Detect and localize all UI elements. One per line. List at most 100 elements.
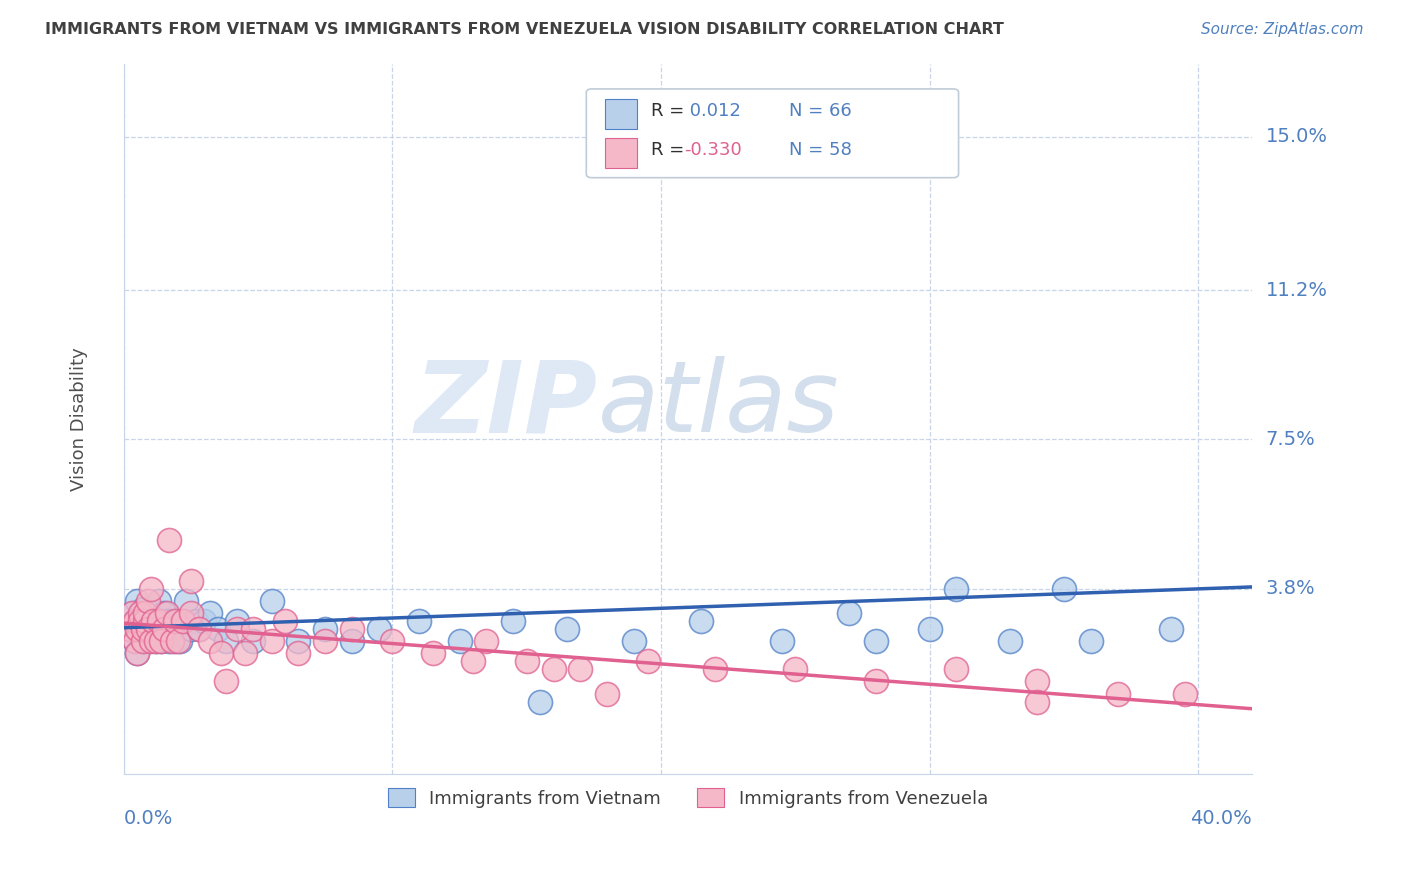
Point	[124, 634, 146, 648]
Point	[865, 634, 887, 648]
Point	[139, 614, 162, 628]
Point	[134, 622, 156, 636]
Point	[127, 593, 149, 607]
Point	[150, 634, 173, 648]
Point	[139, 606, 162, 620]
FancyBboxPatch shape	[586, 89, 959, 178]
Point	[163, 634, 186, 648]
Text: 0.0%: 0.0%	[124, 809, 173, 828]
Point	[260, 634, 283, 648]
Point	[287, 634, 309, 648]
Point	[703, 662, 725, 676]
Point	[180, 606, 202, 620]
Point	[159, 634, 181, 648]
Text: Source: ZipAtlas.com: Source: ZipAtlas.com	[1201, 22, 1364, 37]
Point	[225, 614, 247, 628]
Point	[118, 622, 141, 636]
Text: 0.012: 0.012	[685, 103, 741, 120]
Point	[142, 614, 165, 628]
Point	[287, 646, 309, 660]
Point	[148, 614, 170, 628]
Point	[148, 622, 170, 636]
Point	[198, 606, 221, 620]
Point	[186, 614, 208, 628]
Point	[838, 606, 860, 620]
Point	[422, 646, 444, 660]
Point	[569, 662, 592, 676]
Point	[124, 614, 146, 628]
Text: N = 66: N = 66	[789, 103, 852, 120]
Point	[340, 634, 363, 648]
Point	[145, 634, 167, 648]
Point	[136, 593, 159, 607]
Point	[516, 654, 538, 668]
Point	[160, 634, 183, 648]
Point	[129, 614, 152, 628]
Text: N = 58: N = 58	[789, 141, 852, 159]
Bar	[606, 99, 637, 129]
Point	[134, 614, 156, 628]
Point	[142, 614, 165, 628]
Point	[131, 601, 153, 615]
Point	[215, 674, 238, 689]
Point	[475, 634, 498, 648]
Point	[136, 622, 159, 636]
Text: atlas: atlas	[598, 357, 839, 453]
Point	[131, 622, 153, 636]
Point	[260, 593, 283, 607]
Point	[159, 533, 181, 548]
Point	[139, 634, 162, 648]
Text: 40.0%: 40.0%	[1189, 809, 1251, 828]
Point	[172, 614, 194, 628]
Point	[169, 634, 191, 648]
Point	[242, 622, 264, 636]
Point	[1174, 686, 1197, 700]
Point	[156, 622, 179, 636]
Point	[215, 634, 238, 648]
Text: 7.5%: 7.5%	[1265, 430, 1316, 449]
Point	[142, 622, 165, 636]
Point	[121, 606, 143, 620]
Point	[136, 630, 159, 644]
Point	[690, 614, 713, 628]
Point	[163, 614, 186, 628]
Point	[381, 634, 404, 648]
Point	[408, 614, 430, 628]
Bar	[606, 137, 637, 168]
Point	[127, 646, 149, 660]
Text: -0.330: -0.330	[685, 141, 742, 159]
Point	[127, 622, 149, 636]
Point	[198, 634, 221, 648]
Point	[121, 606, 143, 620]
Point	[188, 622, 211, 636]
Point	[174, 593, 197, 607]
Point	[166, 614, 188, 628]
Point	[156, 606, 179, 620]
Point	[1080, 634, 1102, 648]
Point	[314, 634, 336, 648]
Point	[145, 634, 167, 648]
Point	[150, 614, 173, 628]
Point	[134, 606, 156, 620]
Text: R =: R =	[651, 103, 689, 120]
Text: 3.8%: 3.8%	[1265, 579, 1316, 599]
Point	[124, 614, 146, 628]
Point	[1026, 674, 1049, 689]
Point	[1107, 686, 1129, 700]
Point	[918, 622, 941, 636]
Point	[153, 622, 176, 636]
Point	[314, 622, 336, 636]
Point	[127, 646, 149, 660]
Point	[529, 695, 551, 709]
Text: 11.2%: 11.2%	[1265, 280, 1327, 300]
Text: Vision Disability: Vision Disability	[70, 347, 87, 491]
Point	[193, 614, 215, 628]
Point	[502, 614, 524, 628]
Point	[124, 634, 146, 648]
Point	[945, 662, 967, 676]
Point	[461, 654, 484, 668]
Point	[340, 622, 363, 636]
Point	[129, 614, 152, 628]
Point	[156, 614, 179, 628]
Point	[1026, 695, 1049, 709]
